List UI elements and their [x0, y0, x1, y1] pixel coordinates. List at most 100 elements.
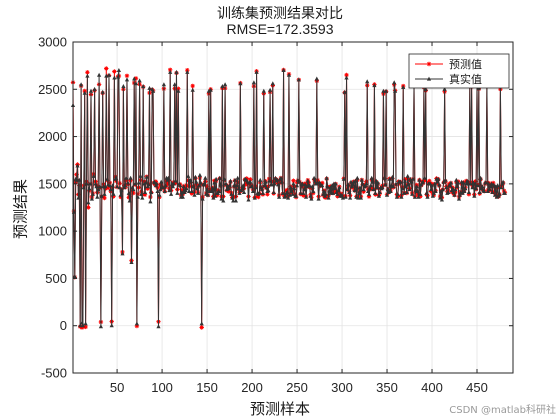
- data-point: [199, 321, 204, 326]
- data-point: [204, 184, 210, 189]
- data-point: [428, 189, 434, 194]
- axis-ticks: 50 100 150 200 250 300 350 400 450 -500 0 500 1000 15…: [38, 35, 513, 395]
- data-point: [451, 190, 456, 194]
- data-point: [168, 69, 173, 74]
- legend-label: 预测值: [449, 58, 482, 71]
- data-point: [117, 185, 122, 190]
- data-point: [184, 186, 189, 191]
- data-point: [276, 182, 281, 187]
- data-point: [196, 183, 202, 188]
- data-point: [480, 184, 485, 189]
- data-point: [248, 177, 253, 182]
- data-point: [497, 191, 502, 196]
- data-point: [109, 323, 114, 328]
- data-point: [97, 184, 103, 189]
- data-point: [233, 198, 238, 203]
- data-point: [430, 193, 435, 198]
- data-point: [283, 193, 288, 198]
- data-point: [391, 184, 396, 189]
- data-point: [472, 193, 477, 198]
- data-point: [260, 190, 265, 195]
- data-point: [402, 178, 408, 183]
- data-point: [118, 194, 123, 200]
- data-point: [72, 274, 77, 279]
- data-point: [170, 184, 175, 189]
- data-point: [295, 177, 300, 182]
- data-point: [200, 196, 205, 201]
- data-point: [124, 175, 129, 180]
- data-point: [205, 192, 211, 197]
- data-point: [294, 193, 299, 198]
- data-point: [346, 182, 351, 187]
- data-point: [166, 175, 171, 180]
- data-point: [486, 181, 491, 186]
- data-point: [157, 192, 162, 197]
- data-point: [384, 88, 389, 93]
- data-point: [132, 76, 137, 81]
- data-point: [409, 179, 414, 184]
- data-point: [110, 183, 115, 188]
- data-point: [290, 191, 295, 196]
- data-point: [107, 183, 112, 188]
- data-point: [374, 178, 379, 183]
- data-point: [232, 183, 237, 188]
- data-point: [359, 177, 364, 182]
- data-point: [256, 194, 261, 200]
- data-point: [92, 86, 97, 91]
- data-point: [438, 195, 443, 200]
- data-point: [393, 88, 398, 93]
- data-point: [185, 69, 190, 74]
- y-tick-label: 1500: [38, 176, 67, 191]
- data-point: [252, 195, 257, 200]
- data-point: [146, 182, 151, 187]
- data-point: [212, 180, 217, 185]
- data-point: [154, 181, 159, 186]
- data-point: [335, 194, 340, 199]
- data-point: [440, 187, 445, 192]
- data-point: [88, 181, 93, 186]
- data-point: [294, 183, 300, 188]
- data-point: [353, 178, 358, 183]
- data-point: [234, 183, 239, 188]
- data-point: [300, 181, 305, 186]
- data-point: [307, 183, 312, 188]
- data-point: [106, 72, 112, 77]
- data-point: [219, 196, 224, 201]
- data-point: [418, 194, 423, 199]
- data-point: [248, 179, 253, 184]
- data-point: [312, 178, 318, 183]
- data-point: [375, 180, 381, 185]
- legend-marker: [426, 76, 432, 81]
- data-point: [477, 190, 482, 194]
- data-point: [240, 186, 245, 191]
- data-point: [323, 191, 328, 196]
- data-point: [81, 185, 86, 190]
- data-point: [217, 175, 222, 180]
- data-point: [320, 183, 325, 188]
- data-point: [226, 189, 231, 194]
- data-point: [133, 181, 138, 186]
- data-point: [202, 181, 207, 186]
- data-point: [86, 205, 91, 210]
- data-point: [104, 66, 109, 71]
- data-point: [367, 186, 372, 191]
- data-point: [344, 72, 349, 78]
- data-point: [373, 190, 378, 195]
- data-point: [395, 191, 400, 196]
- data-point: [175, 190, 180, 195]
- data-point: [417, 177, 422, 182]
- data-point: [372, 83, 377, 88]
- data-point: [125, 180, 130, 185]
- data-point: [236, 186, 241, 191]
- data-point: [213, 193, 218, 198]
- data-point: [327, 189, 332, 193]
- data-point: [393, 181, 399, 186]
- data-point: [197, 172, 202, 177]
- data-point: [129, 260, 134, 264]
- data-point: [223, 181, 229, 186]
- data-point: [297, 179, 302, 184]
- data-point: [408, 176, 413, 181]
- data-point: [473, 181, 478, 186]
- data-point: [228, 178, 233, 183]
- data-point: [241, 183, 246, 188]
